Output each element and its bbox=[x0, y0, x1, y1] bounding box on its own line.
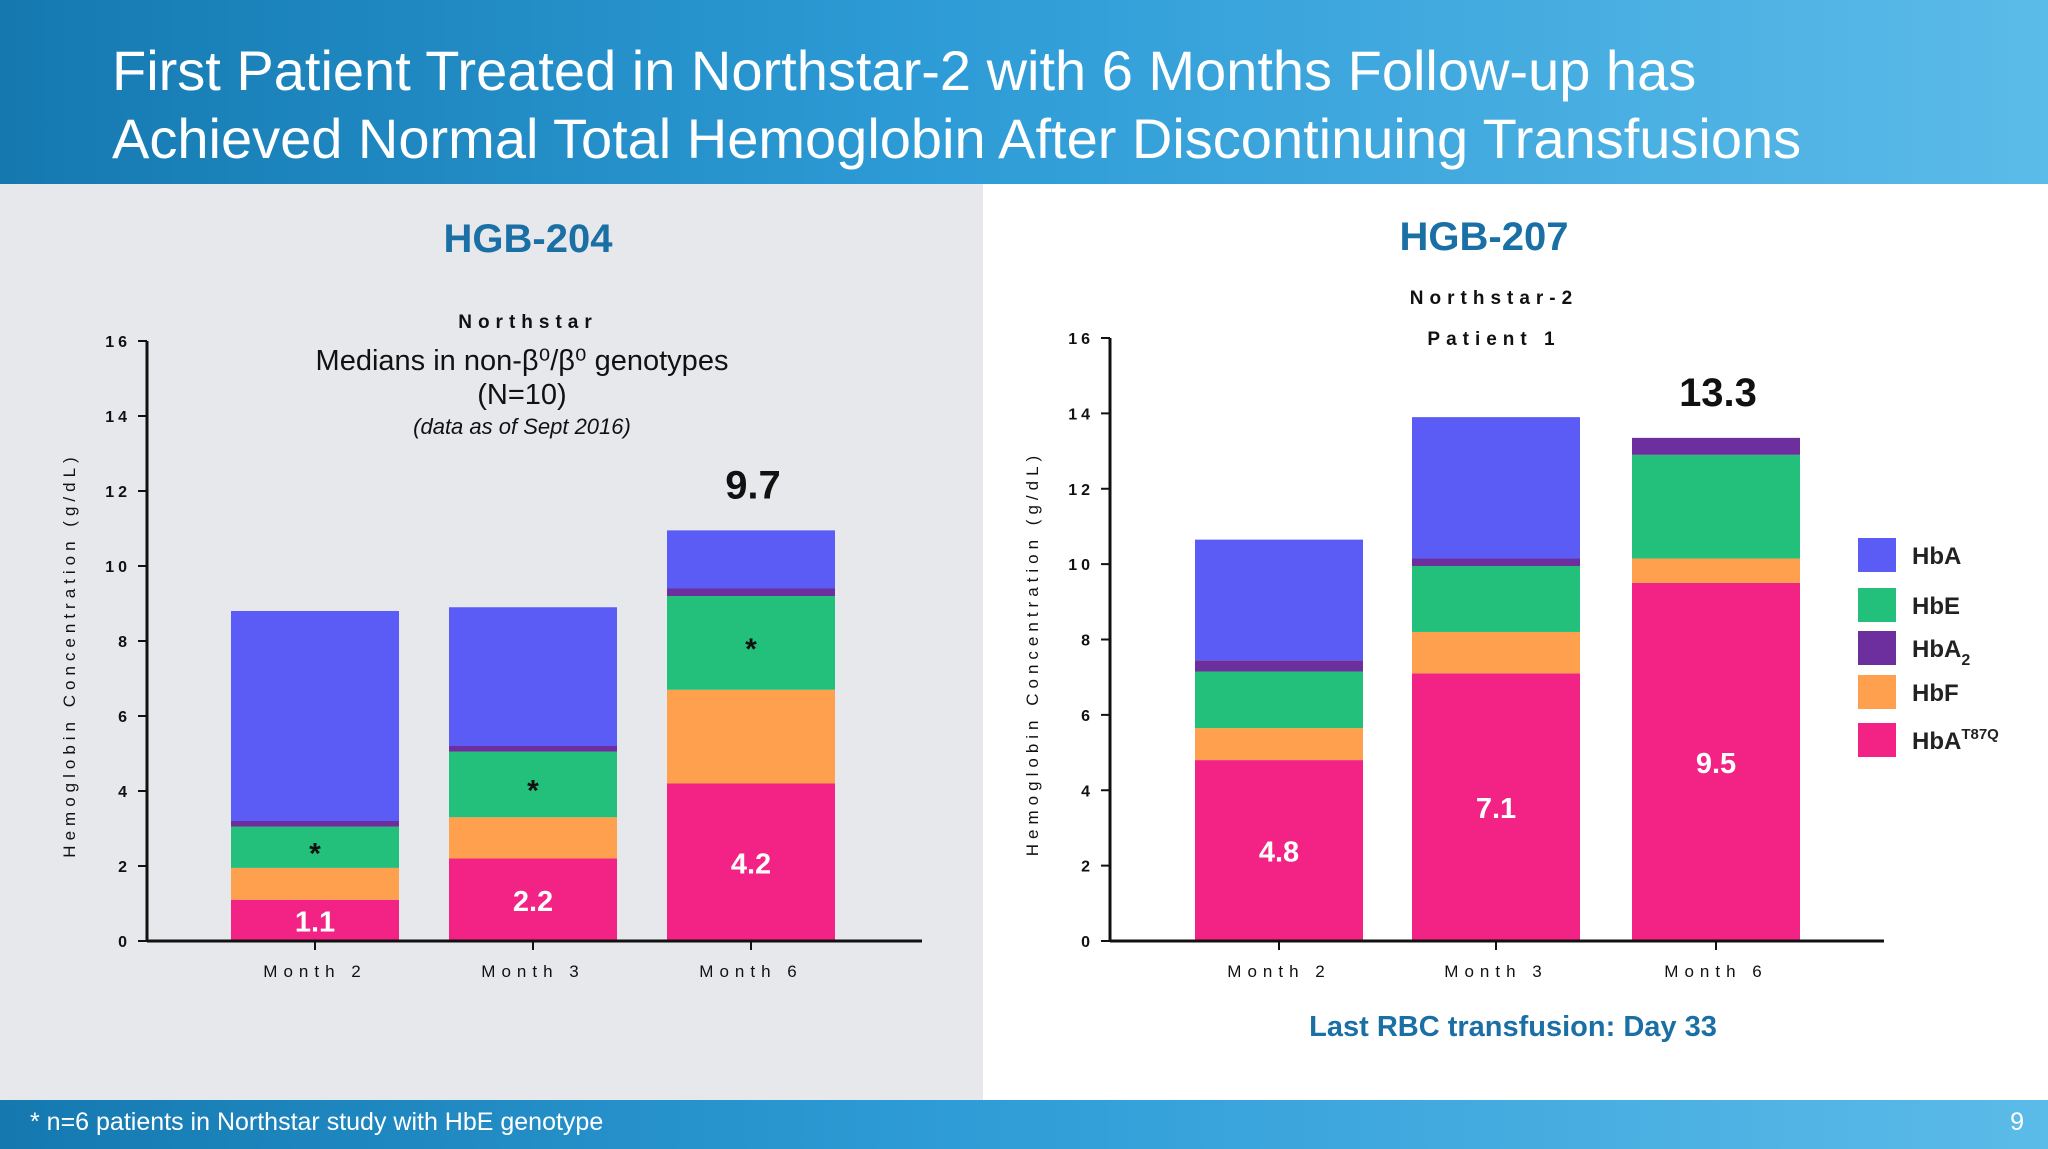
bar-segment-hbe bbox=[1195, 671, 1363, 729]
header-banner bbox=[0, 0, 2048, 184]
x-tick-label: Month 3 bbox=[481, 962, 584, 981]
x-tick-label: Month 2 bbox=[263, 962, 366, 981]
chart-subtitle-date: (data as of Sept 2016) bbox=[413, 414, 631, 439]
footnote: * n=6 patients in Northstar study with H… bbox=[30, 1108, 604, 1136]
panel-title: HGB-207 bbox=[1400, 215, 1569, 259]
y-tick-label: 14 bbox=[105, 409, 131, 426]
legend-swatch-hbe bbox=[1858, 588, 1896, 622]
chart-subtitle: Patient 1 bbox=[1427, 329, 1560, 350]
y-axis-label: Hemoglobin Concentration (g/dL) bbox=[1023, 451, 1042, 856]
bar-segment-hbat87q bbox=[1412, 673, 1580, 941]
hbe-star-marker: * bbox=[309, 837, 321, 870]
y-tick-label: 2 bbox=[1081, 859, 1094, 876]
bar-segment-hba bbox=[1412, 417, 1580, 559]
bar-segment-hbat87q bbox=[1195, 760, 1363, 941]
chart-note: Last RBC transfusion: Day 33 bbox=[1309, 1011, 1717, 1043]
y-tick-label: 8 bbox=[118, 634, 131, 651]
legend: HbA HbE HbA2 HbF HbAT87Q bbox=[1858, 538, 1999, 757]
bar-segment-hbf bbox=[667, 689, 835, 784]
page-number: 9 bbox=[2010, 1108, 2024, 1136]
bar-total-label: 9.7 bbox=[725, 463, 781, 507]
bar-segment-hbe bbox=[449, 751, 617, 818]
x-tick-label: Month 3 bbox=[1444, 962, 1547, 981]
bar-segment-hba bbox=[231, 611, 399, 821]
y-tick-label: 0 bbox=[1081, 934, 1094, 951]
y-tick-label: 6 bbox=[118, 709, 131, 726]
chart-subtitle-n: (N=10) bbox=[477, 379, 566, 411]
bar-segment-hbat87q bbox=[449, 858, 617, 941]
hbe-star-marker: * bbox=[745, 633, 757, 666]
y-tick-label: 8 bbox=[1081, 633, 1094, 650]
y-tick-label: 10 bbox=[105, 559, 131, 576]
bar-segment-hba2 bbox=[1412, 558, 1580, 567]
bar-segment-hbe bbox=[667, 596, 835, 690]
bar-total-label: 13.3 bbox=[1679, 371, 1757, 415]
bar-segment-hbf bbox=[1412, 631, 1580, 674]
y-tick-label: 12 bbox=[105, 484, 131, 501]
hbe-star-marker: * bbox=[527, 774, 539, 807]
y-tick-label: 14 bbox=[1068, 406, 1094, 423]
bar-segment-hba bbox=[667, 530, 835, 589]
bar-segment-hba2 bbox=[667, 588, 835, 596]
bar-segment-hbf bbox=[231, 867, 399, 900]
y-tick-label: 10 bbox=[1068, 557, 1094, 574]
bar-segment-hbe bbox=[231, 826, 399, 868]
x-tick-label: Month 6 bbox=[1664, 962, 1767, 981]
bar-segment-hbat87q bbox=[231, 899, 399, 941]
bar-segment-hba2 bbox=[231, 821, 399, 827]
bar-segment-hbe bbox=[1412, 566, 1580, 632]
y-tick-label: 4 bbox=[118, 784, 131, 801]
legend-swatch-hba2 bbox=[1858, 631, 1896, 665]
bar-segment-hba bbox=[1195, 539, 1363, 661]
bar-segment-hbf bbox=[449, 817, 617, 859]
bar-value-label: 4.8 bbox=[1259, 837, 1299, 869]
bar-segment-hba2 bbox=[1195, 660, 1363, 672]
y-tick-label: 6 bbox=[1081, 708, 1094, 725]
bar-segment-hba bbox=[449, 607, 617, 746]
y-tick-label: 12 bbox=[1068, 482, 1094, 499]
bar-segment-hba2 bbox=[1632, 437, 1800, 455]
chart-hgb-207: HGB-207 Northstar-2 Patient 1 4.8 Month 2 7.1… bbox=[1023, 215, 1884, 1043]
bar-value-label: 9.5 bbox=[1696, 748, 1736, 780]
legend-label: HbAT87Q bbox=[1912, 726, 1999, 755]
bar-segment-hbf bbox=[1632, 558, 1800, 583]
legend-swatch-hba bbox=[1858, 538, 1896, 572]
legend-label: HbF bbox=[1912, 680, 1959, 707]
slide-title-line-2: Achieved Normal Total Hemoglobin After D… bbox=[112, 107, 1802, 170]
bar-segment-hbat87q bbox=[1632, 582, 1800, 941]
bar-value-label: 2.2 bbox=[513, 886, 553, 918]
y-tick-label: 4 bbox=[1081, 783, 1094, 800]
legend-swatch-hbf bbox=[1858, 675, 1896, 709]
bar-segment-hba2 bbox=[449, 746, 617, 752]
bar-value-label: 1.1 bbox=[295, 906, 335, 938]
chart-subtitle: Medians in non-β⁰/β⁰ genotypes bbox=[316, 345, 729, 377]
bar-segment-hbf bbox=[1195, 728, 1363, 761]
legend-label: HbA2 bbox=[1912, 636, 1970, 669]
panel-title: HGB-204 bbox=[444, 217, 614, 261]
bar-value-label: 4.2 bbox=[731, 848, 771, 880]
slide-title-line-1: First Patient Treated in Northstar-2 wit… bbox=[112, 39, 1697, 102]
chart-title: Northstar-2 bbox=[1410, 288, 1578, 309]
legend-label: HbE bbox=[1912, 593, 1960, 620]
bar-segment-hbe bbox=[1632, 454, 1800, 559]
y-tick-label: 2 bbox=[118, 859, 131, 876]
chart-hgb-204: HGB-204 Northstar Medians in non-β⁰/β⁰ gen… bbox=[60, 217, 922, 981]
x-tick-label: Month 2 bbox=[1227, 962, 1330, 981]
bar-segment-hbat87q bbox=[667, 783, 835, 941]
legend-swatch-hbat87q bbox=[1858, 723, 1896, 757]
x-tick-label: Month 6 bbox=[699, 962, 802, 981]
bar-value-label: 7.1 bbox=[1476, 793, 1516, 825]
y-tick-label: 16 bbox=[1068, 331, 1094, 348]
y-axis-label: Hemoglobin Concentration (g/dL) bbox=[60, 452, 79, 857]
legend-label: HbA bbox=[1912, 543, 1961, 570]
y-tick-label: 16 bbox=[105, 334, 131, 351]
footer-banner bbox=[0, 1100, 2048, 1149]
y-tick-label: 0 bbox=[118, 934, 131, 951]
chart-title: Northstar bbox=[458, 312, 598, 333]
